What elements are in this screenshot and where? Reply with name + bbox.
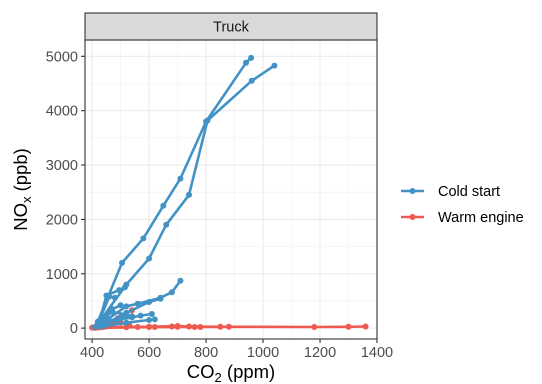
cold-start-point	[204, 117, 211, 124]
cold-start-point	[160, 202, 167, 209]
x-tick-label: 1200	[304, 345, 336, 361]
warm-engine-point	[197, 324, 204, 330]
cold-start-point	[177, 175, 184, 182]
warm-engine-point	[362, 323, 369, 330]
x-tick-label: 1000	[247, 345, 279, 361]
cold-start-point	[140, 235, 147, 242]
series-layer	[89, 54, 369, 331]
y-axis-title-subscript: x	[19, 196, 34, 203]
cold-start-point	[121, 284, 128, 291]
cold-start-point	[129, 313, 135, 320]
legend-key-warm-engine-point	[409, 214, 416, 220]
warm-engine-point	[151, 324, 158, 330]
cold-start-point	[177, 277, 184, 284]
cold-start-point	[117, 315, 124, 322]
y-tick-label: 2000	[46, 212, 78, 228]
y-tick-label: 0	[70, 321, 78, 337]
legend-label-cold-start: Cold start	[438, 184, 500, 200]
cold-start-series	[92, 54, 278, 330]
x-tick-label: 1400	[361, 345, 393, 361]
cold-start-point	[109, 308, 116, 315]
warm-engine-point	[311, 324, 318, 330]
y-axis-title: NOx (ppb)	[10, 148, 34, 231]
cold-start-point	[243, 59, 249, 66]
y-tick-label: 3000	[46, 158, 78, 174]
x-axis-title: CO2 (ppm)	[187, 361, 275, 384]
y-tick-label: 5000	[46, 49, 78, 65]
warm-engine-point	[345, 323, 352, 330]
x-axis-title-subscript: 2	[215, 370, 222, 384]
cold-start-point	[168, 289, 175, 296]
cold-start-point	[106, 293, 113, 300]
cold-start-point	[186, 191, 192, 198]
cold-start-line	[99, 64, 276, 322]
cold-start-point	[106, 317, 113, 324]
facet-strip	[84, 12, 378, 41]
cold-start-point	[103, 313, 110, 320]
cold-start-point	[163, 221, 170, 228]
plot-panel-background	[85, 40, 377, 339]
cold-start-point	[117, 302, 124, 309]
y-axis-title-rest: (ppb)	[10, 148, 31, 196]
y-tick-label: 1000	[46, 267, 78, 283]
cold-start-point	[146, 317, 153, 323]
cold-start-point	[137, 312, 144, 319]
warm-engine-point	[174, 323, 181, 330]
cold-start-point	[100, 323, 107, 330]
facet-strip-label: Truck	[213, 20, 249, 36]
x-tick-label: 600	[137, 345, 161, 361]
cold-start-point	[157, 295, 164, 302]
warm-engine-point	[225, 323, 232, 330]
cold-start-line	[96, 56, 253, 323]
cold-start-point	[146, 299, 153, 305]
x-tick-label: 800	[194, 345, 218, 361]
warm-engine-point	[217, 323, 224, 330]
cold-start-point	[134, 300, 141, 307]
legend: Cold start Warm engine	[401, 184, 524, 226]
x-axis-title-main: CO	[187, 361, 215, 382]
cold-start-line	[93, 310, 128, 329]
legend-label-warm-engine: Warm engine	[438, 210, 524, 226]
cold-start-point	[119, 259, 125, 266]
x-axis-title-rest: (ppm)	[222, 361, 275, 382]
cold-start-point	[123, 303, 130, 310]
y-tick-label: 4000	[46, 104, 78, 120]
cold-start-point	[248, 77, 255, 84]
cold-start-point	[151, 316, 158, 323]
cold-start-point	[271, 62, 278, 69]
cold-start-point	[248, 54, 255, 61]
cold-start-point	[111, 294, 118, 301]
cold-start-point	[123, 319, 130, 326]
x-axis-ticks: 400 600 800 1000 1200 1400	[80, 339, 393, 361]
cold-start-point	[148, 311, 155, 317]
cold-start-point	[94, 323, 101, 330]
legend-key-cold-start-point	[409, 188, 416, 194]
cold-start-point	[146, 255, 153, 262]
y-axis-title-main: NO	[10, 203, 31, 231]
cold-start-point	[116, 287, 123, 294]
x-tick-label: 400	[80, 345, 104, 361]
y-axis-ticks: 0 1000 2000 3000 4000 5000	[46, 49, 85, 337]
